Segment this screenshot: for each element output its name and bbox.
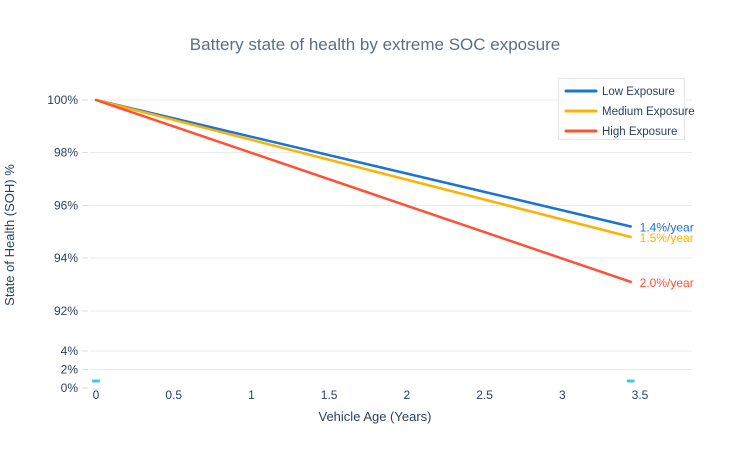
rate-annotation: 2.0%/year xyxy=(640,276,694,290)
series-line-low-exposure xyxy=(94,98,632,228)
legend-box xyxy=(558,78,685,140)
x-tick-label: 0 xyxy=(93,388,100,402)
legend-label: Low Exposure xyxy=(602,86,675,98)
y-tick-label: 100% xyxy=(47,93,78,107)
series-line-medium-exposure xyxy=(94,98,632,239)
baseline-marker xyxy=(626,379,635,383)
x-tick-label: 2 xyxy=(404,388,411,402)
x-tick-label: 1 xyxy=(248,388,255,402)
legend-label: High Exposure xyxy=(602,126,677,138)
y-tick-label: 98% xyxy=(54,146,78,160)
x-tick-label: 2.5 xyxy=(476,388,493,402)
chart-title: Battery state of health by extreme SOC e… xyxy=(190,35,560,54)
y-tick-label: 94% xyxy=(54,251,78,265)
legend-item-high-exposure[interactable]: High Exposure xyxy=(564,126,677,138)
legend-label: Medium Exposure xyxy=(602,106,695,118)
tick-labels: 100% 98% 96% 94% 92% 4% 2% 0% 0 0.5 1 1.5 2 2.5 3 3.5 xyxy=(47,93,648,402)
legend: Low Exposure Medium Exposure High Exposure xyxy=(558,78,695,140)
gridlines xyxy=(82,99,692,389)
rate-annotation: 1.5%/year xyxy=(640,231,694,245)
legend-item-low-exposure[interactable]: Low Exposure xyxy=(564,86,675,98)
y-tick-label: 92% xyxy=(54,304,78,318)
x-tick-label: 0.5 xyxy=(165,388,182,402)
baseline-marker xyxy=(92,379,100,383)
y-axis-title: State of Health (SOH) % xyxy=(2,164,17,306)
series-line-high-exposure xyxy=(94,98,632,284)
y-tick-label: 96% xyxy=(54,198,78,212)
x-tick-label: 1.5 xyxy=(321,388,338,402)
y-tick-label: 0% xyxy=(61,381,79,395)
baseline-markers xyxy=(92,379,635,383)
x-axis-title: Vehicle Age (Years) xyxy=(319,409,432,424)
y-tick-label: 2% xyxy=(61,363,79,377)
rate-annotation: 1.4%/year xyxy=(640,220,694,234)
x-tick-label: 3.5 xyxy=(632,388,649,402)
series-lines xyxy=(94,98,632,284)
legend-item-medium-exposure[interactable]: Medium Exposure xyxy=(564,106,695,118)
x-tick-label: 3 xyxy=(559,388,566,402)
y-tick-label: 4% xyxy=(61,344,79,358)
